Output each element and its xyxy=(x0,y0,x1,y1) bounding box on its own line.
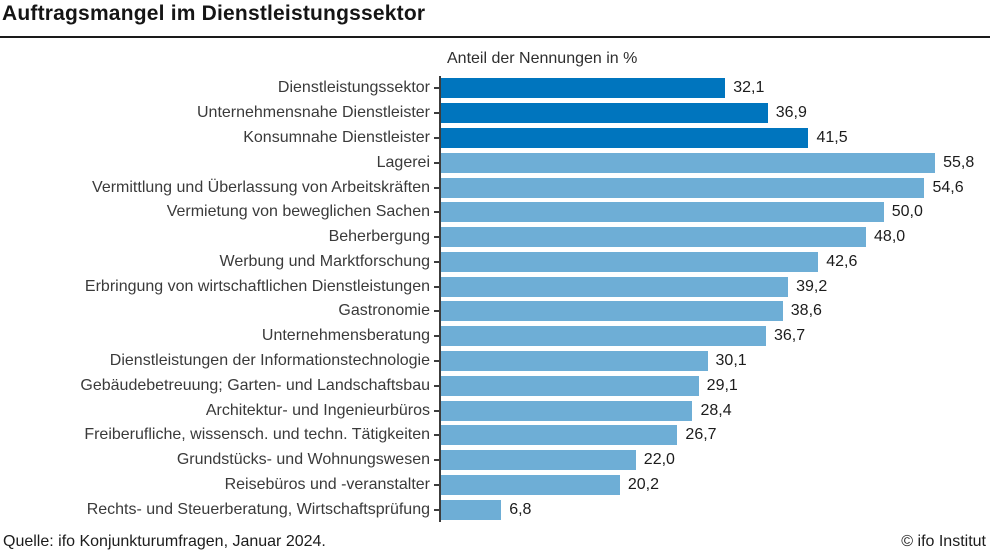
category-label: Freiberufliche, wissensch. und techn. Tä… xyxy=(84,426,430,444)
chart-row: Beherbergung 48,0 xyxy=(0,224,990,250)
source-note: Quelle: ifo Konjunkturumfragen, Januar 2… xyxy=(3,533,326,550)
value-label: 36,7 xyxy=(773,327,806,345)
bar-area: 55,8 xyxy=(434,150,990,176)
bar-chart: Dienstleistungssektor 32,1 Unternehmensnah… xyxy=(0,76,990,523)
bar xyxy=(441,202,884,223)
bar xyxy=(441,227,867,248)
chart-row: Konsumnahe Dienstleister 41,5 xyxy=(0,125,990,151)
value-label: 38,6 xyxy=(790,302,822,320)
category-label: Beherbergung xyxy=(328,228,430,246)
chart-row: Reisebüros und -veranstalter 20,2 xyxy=(0,472,990,498)
category-label: Werbung und Marktforschung xyxy=(219,252,430,270)
category-label: Lagerei xyxy=(376,153,430,171)
bar-area: 42,6 xyxy=(434,249,990,275)
chart-row: Freiberufliche, wissensch. und techn. Tä… xyxy=(0,422,990,448)
category-label: Vermittlung und Überlassung von Arbeitsk… xyxy=(92,178,430,196)
bar-area: 38,6 xyxy=(434,299,990,324)
bar xyxy=(441,425,678,446)
chart-row: Vermittlung und Überlassung von Arbeitsk… xyxy=(0,175,990,200)
bar-area: 54,6 xyxy=(434,175,990,200)
bar xyxy=(441,474,620,495)
bar xyxy=(441,127,809,148)
bar xyxy=(441,78,726,99)
bar xyxy=(441,251,819,272)
chart-row: Grundstücks- und Wohnungswesen 22,0 xyxy=(0,447,990,473)
value-label: 41,5 xyxy=(816,128,848,146)
category-label: Reisebüros und -veranstalter xyxy=(224,475,430,493)
chart-row: Unternehmensberatung 36,7 xyxy=(0,323,990,349)
value-label: 32,1 xyxy=(733,79,765,97)
category-label: Rechts- und Steuerberatung, Wirtschaftsp… xyxy=(86,500,430,518)
chart-row: Rechts- und Steuerberatung, Wirtschaftsp… xyxy=(0,497,990,523)
bar-area: 20,2 xyxy=(434,472,990,498)
value-label: 22,0 xyxy=(643,451,675,469)
chart-row: Unternehmensnahe Dienstleister 36,9 xyxy=(0,100,990,126)
chart-row: Dienstleistungssektor 32,1 xyxy=(0,76,990,101)
category-label: Grundstücks- und Wohnungswesen xyxy=(176,451,430,469)
category-label: Unternehmensberatung xyxy=(261,327,430,345)
bar xyxy=(441,350,708,371)
bar-area: 29,1 xyxy=(434,373,990,399)
bar xyxy=(441,152,936,173)
bar-area: 26,7 xyxy=(434,422,990,448)
value-label: 6,8 xyxy=(509,500,532,518)
chart-row: Lagerei 55,8 xyxy=(0,150,990,176)
bar-area: 22,0 xyxy=(434,447,990,473)
value-label: 39,2 xyxy=(796,277,828,295)
title-divider xyxy=(0,36,990,38)
bar-area: 48,0 xyxy=(434,224,990,250)
bar-area: 41,5 xyxy=(434,125,990,151)
bar xyxy=(441,301,783,322)
bar-area: 28,4 xyxy=(434,398,990,423)
bar xyxy=(441,450,636,471)
bar-area: 36,7 xyxy=(434,323,990,349)
value-label: 42,6 xyxy=(826,252,858,270)
bar xyxy=(441,103,768,124)
chart-row: Gebäudebetreuung; Garten- und Landschaft… xyxy=(0,373,990,399)
category-label: Architektur- und Ingenieurbüros xyxy=(205,401,430,419)
category-label: Konsumnahe Dienstleister xyxy=(243,128,430,146)
bar-area: 36,9 xyxy=(434,100,990,126)
axis-title: Anteil der Nennungen in % xyxy=(447,50,638,67)
category-label: Erbringung von wirtschaftlichen Dienstle… xyxy=(84,277,430,295)
value-label: 48,0 xyxy=(874,228,906,246)
chart-row: Architektur- und Ingenieurbüros 28,4 xyxy=(0,398,990,423)
value-label: 28,4 xyxy=(700,401,732,419)
value-label: 29,1 xyxy=(706,376,738,394)
value-label: 30,1 xyxy=(715,351,747,369)
bar-area: 30,1 xyxy=(434,348,990,374)
chart-row: Gastronomie 38,6 xyxy=(0,299,990,324)
value-label: 36,9 xyxy=(775,104,807,122)
category-label: Gebäudebetreuung; Garten- und Landschaft… xyxy=(80,376,430,394)
value-label: 20,2 xyxy=(627,475,659,493)
category-label: Vermietung von beweglichen Sachen xyxy=(166,203,430,221)
bar xyxy=(441,326,766,347)
bar-area: 32,1 xyxy=(434,76,990,101)
chart-row: Vermietung von beweglichen Sachen 50,0 xyxy=(0,199,990,225)
value-label: 54,6 xyxy=(932,178,964,196)
category-label: Dienstleistungssektor xyxy=(277,79,430,97)
footer: Quelle: ifo Konjunkturumfragen, Januar 2… xyxy=(3,533,986,551)
bar xyxy=(441,499,502,520)
value-label: 50,0 xyxy=(891,203,923,221)
category-label: Dienstleistungen der Informationstechnol… xyxy=(109,351,430,369)
bar-area: 6,8 xyxy=(434,497,990,523)
bar-area: 39,2 xyxy=(434,274,990,300)
category-label: Unternehmensnahe Dienstleister xyxy=(196,104,430,122)
bar xyxy=(441,177,925,198)
bar xyxy=(441,375,699,396)
chart-row: Dienstleistungen der Informationstechnol… xyxy=(0,348,990,374)
bar-area: 50,0 xyxy=(434,199,990,225)
bar xyxy=(441,400,693,421)
chart-row: Werbung und Marktforschung 42,6 xyxy=(0,249,990,275)
copyright-note: © ifo Institut xyxy=(901,533,986,550)
page-title: Auftragsmangel im Dienstleistungssektor xyxy=(2,2,426,25)
value-label: 55,8 xyxy=(943,153,975,171)
value-label: 26,7 xyxy=(685,426,717,444)
chart-row: Erbringung von wirtschaftlichen Dienstle… xyxy=(0,274,990,300)
category-label: Gastronomie xyxy=(338,302,430,320)
bar xyxy=(441,276,789,297)
